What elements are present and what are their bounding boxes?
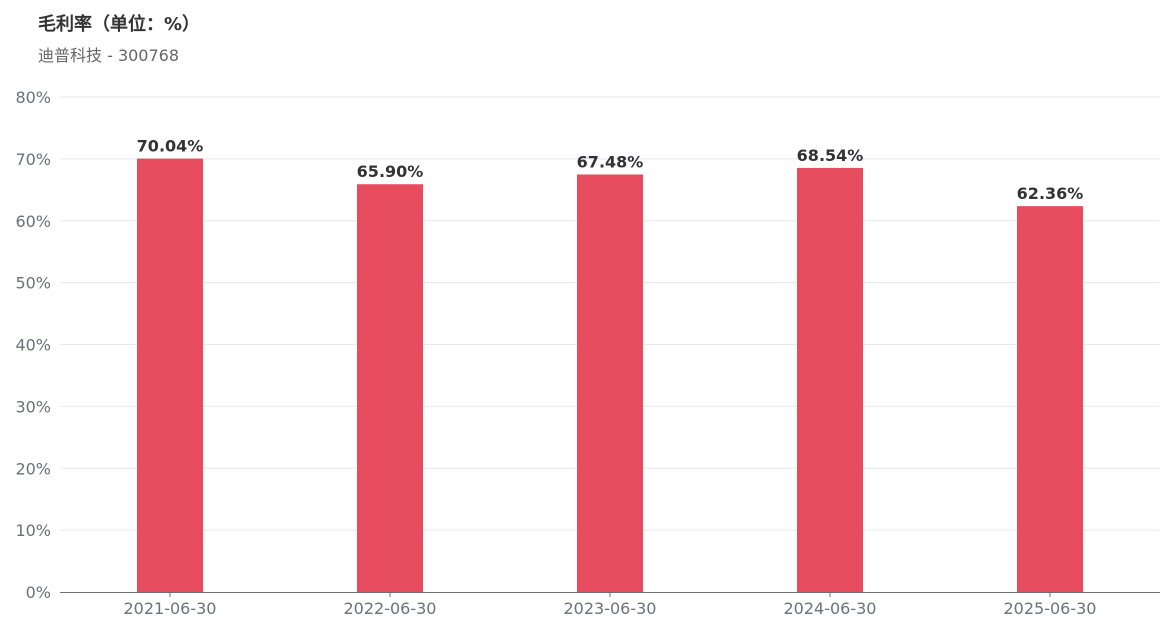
y-tick-label: 10% [15, 521, 51, 540]
bar[interactable] [577, 174, 643, 592]
y-tick-label: 60% [15, 212, 51, 231]
bar-data-label: 67.48% [577, 152, 644, 171]
x-tick-label: 2021-06-30 [124, 599, 217, 618]
x-tick-label: 2024-06-30 [784, 599, 877, 618]
y-tick-label: 80% [15, 88, 51, 107]
x-tick-label: 2023-06-30 [564, 599, 657, 618]
bar[interactable] [357, 184, 423, 592]
y-tick-label: 40% [15, 336, 51, 355]
bar-data-label: 70.04% [137, 137, 204, 156]
chart-subtitle: 迪普科技 - 300768 [38, 46, 180, 65]
bar-data-label: 62.36% [1017, 184, 1084, 203]
bar-data-label: 68.54% [797, 146, 864, 165]
x-tick-label: 2022-06-30 [344, 599, 437, 618]
y-tick-label: 50% [15, 274, 51, 293]
x-tick-label: 2025-06-30 [1004, 599, 1097, 618]
chart-title: 毛利率（单位：%） [38, 14, 201, 35]
bar-data-label: 65.90% [357, 162, 424, 181]
bar[interactable] [1017, 206, 1083, 592]
bar[interactable] [797, 167, 863, 592]
y-tick-label: 20% [15, 459, 51, 478]
bar[interactable] [137, 158, 203, 592]
y-tick-label: 70% [15, 150, 51, 169]
y-tick-label: 0% [26, 583, 51, 602]
y-tick-label: 30% [15, 397, 51, 416]
